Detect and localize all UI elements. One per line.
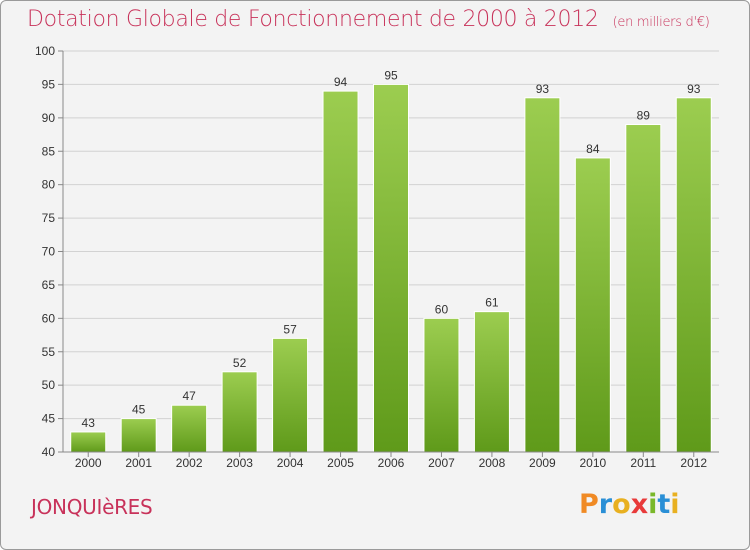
town-name: JONQUIèRES: [31, 495, 153, 519]
logo-letter: x: [630, 489, 649, 520]
x-tick-label: 2002: [176, 456, 203, 470]
logo-letter: i: [670, 489, 680, 520]
bars: 43 45 47 52 57 94 95 60 61 93 84 89 93: [70, 68, 712, 453]
x-tick-label: 2011: [630, 456, 656, 470]
x-tick-label: 2006: [378, 456, 405, 470]
bar-value-label: 45: [132, 403, 146, 417]
bar-value-label: 60: [435, 302, 449, 316]
logo-letter: P: [579, 489, 599, 520]
y-tick-label: 95: [42, 77, 56, 91]
x-tick-label: 2009: [529, 456, 556, 470]
x-tick-label: 2000: [75, 456, 102, 470]
bar-2002: [171, 404, 208, 453]
y-tick-label: 40: [42, 445, 56, 459]
proxiti-logo: Proxiti: [579, 489, 680, 520]
bar-value-label: 47: [182, 389, 196, 403]
bar-2007: [423, 317, 460, 453]
x-tick-label: 2005: [327, 456, 354, 470]
y-tick-label: 55: [42, 345, 56, 359]
x-tick-label: 2012: [680, 456, 707, 470]
y-tick-label: 60: [42, 311, 56, 325]
y-tick-label: 70: [42, 245, 56, 259]
y-tick-label: 75: [42, 211, 56, 225]
bar-2012: [675, 97, 712, 453]
axes: 40 45 50 55 60 65 70 75 80 85 90 95 100 2000 2001 2002 2…: [35, 44, 719, 470]
bar-value-label: 57: [283, 322, 297, 336]
x-tick-label: 2001: [125, 456, 152, 470]
bar-value-label: 95: [384, 68, 398, 82]
x-tick-label: 2008: [479, 456, 506, 470]
x-tick-label: 2003: [226, 456, 253, 470]
bar-2008: [473, 311, 510, 453]
logo-letter: r: [598, 489, 613, 520]
x-tick-label: 2007: [428, 456, 455, 470]
bar-value-label: 61: [485, 296, 499, 310]
y-tick-label: 65: [42, 278, 56, 292]
y-tick-label: 85: [42, 144, 56, 158]
x-tick-label: 2010: [579, 456, 606, 470]
y-tick-label: 100: [35, 44, 55, 58]
bar-2011: [625, 124, 662, 453]
chart-subtitle: (en milliers d'€): [612, 15, 710, 30]
bar-value-label: 43: [82, 416, 96, 430]
logo-letter: i: [648, 489, 658, 520]
y-tick-label: 80: [42, 178, 56, 192]
bar-2000: [70, 431, 107, 453]
chart-title: Dotation Globale de Fonctionnement de 20…: [27, 7, 710, 32]
bar-2001: [120, 418, 157, 453]
bar-2005: [322, 90, 359, 453]
bar-value-label: 94: [334, 75, 348, 89]
bar-value-label: 52: [233, 356, 247, 370]
bar-2006: [373, 83, 409, 453]
bar-value-label: 93: [687, 82, 701, 96]
title-text: Dotation Globale de Fonctionnement de 20…: [27, 7, 599, 32]
bar-2010: [574, 157, 611, 453]
bar-2003: [221, 371, 258, 453]
x-tick-label: 2004: [277, 456, 304, 470]
bar-value-label: 93: [536, 82, 550, 96]
logo-letter: t: [657, 489, 671, 520]
bar-value-label: 89: [637, 109, 651, 123]
y-tick-label: 50: [42, 378, 56, 392]
bar-2009: [524, 97, 561, 453]
logo-letter: o: [612, 489, 631, 520]
y-tick-label: 45: [42, 412, 56, 426]
y-tick-label: 90: [42, 111, 56, 125]
bar-value-label: 84: [586, 142, 600, 156]
bar-2004: [272, 337, 309, 453]
